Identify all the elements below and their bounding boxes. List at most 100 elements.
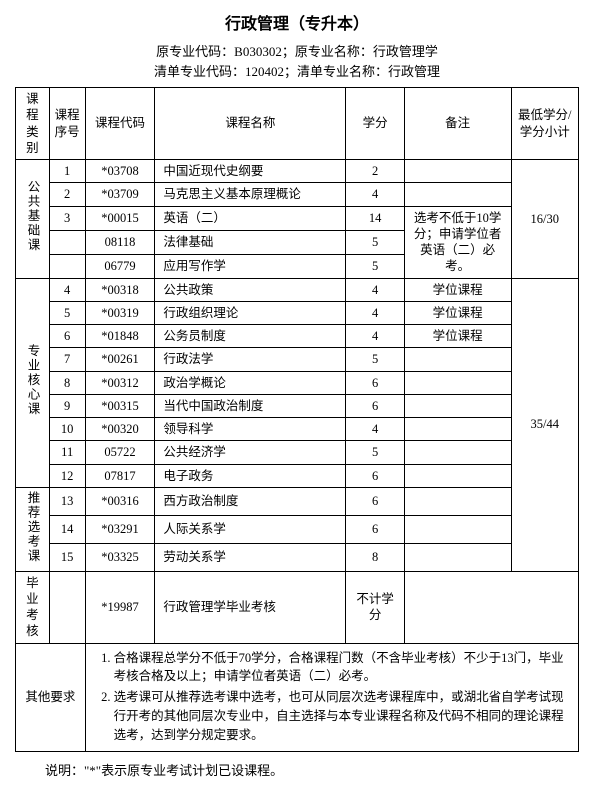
table-row: 10 *00320 领导科学 4: [16, 418, 579, 441]
seq-cell: 4: [49, 278, 85, 301]
name-cell: 行政法学: [155, 348, 346, 371]
seq-cell: 10: [49, 418, 85, 441]
header-category: 课程类别: [16, 88, 50, 160]
requirements-row: 其他要求 合格课程总学分不低于70学分，合格课程门数（不含毕业考核）不少于13门…: [16, 643, 579, 752]
table-row: 毕业考核 *19987 行政管理学毕业考核 不计学分: [16, 571, 579, 643]
name-cell: 西方政治制度: [155, 487, 346, 515]
header-name: 课程名称: [155, 88, 346, 160]
seq-cell: [49, 254, 85, 278]
subtitle-line1: 原专业代码：B030302；原专业名称：行政管理学: [156, 44, 438, 59]
table-row: 14 *03291 人际关系学 6: [16, 515, 579, 543]
note-cell: [404, 571, 578, 643]
category-cell: 推荐选考课: [16, 487, 50, 571]
note-cell: [404, 441, 511, 464]
name-cell: 人际关系学: [155, 515, 346, 543]
requirement-item: 合格课程总学分不低于70学分，合格课程门数（不含毕业考核）不少于13门，毕业考核…: [114, 649, 570, 687]
seq-cell: 8: [49, 371, 85, 394]
code-cell: *19987: [85, 571, 155, 643]
table-row: 推荐选考课 13 *00316 西方政治制度 6: [16, 487, 579, 515]
name-cell: 应用写作学: [155, 254, 346, 278]
name-cell: 当代中国政治制度: [155, 394, 346, 417]
header-code: 课程代码: [85, 88, 155, 160]
credit-cell: 4: [346, 278, 404, 301]
name-cell: 政治学概论: [155, 371, 346, 394]
code-cell: *00319: [85, 301, 155, 324]
credit-cell: 4: [346, 418, 404, 441]
credit-cell: 6: [346, 515, 404, 543]
credit-cell: 5: [346, 348, 404, 371]
credit-cell: 6: [346, 371, 404, 394]
header-row: 课程类别 课程序号 课程代码 课程名称 学分 备注 最低学分/学分小计: [16, 88, 579, 160]
header-min: 最低学分/学分小计: [511, 88, 578, 160]
subtitle-line2: 清单专业代码：120402；清单专业名称：行政管理: [154, 64, 440, 79]
name-cell: 公务员制度: [155, 325, 346, 348]
seq-cell: 12: [49, 464, 85, 487]
name-cell: 领导科学: [155, 418, 346, 441]
note-cell: [404, 160, 511, 183]
seq-cell: 6: [49, 325, 85, 348]
note-cell: [404, 487, 511, 515]
note-cell: [404, 464, 511, 487]
min-cell: 16/30: [511, 160, 578, 279]
name-cell: 公共经济学: [155, 441, 346, 464]
credit-cell: 8: [346, 543, 404, 571]
name-cell: 公共政策: [155, 278, 346, 301]
seq-cell: [49, 571, 85, 643]
credit-cell: 6: [346, 394, 404, 417]
name-cell: 行政管理学毕业考核: [155, 571, 346, 643]
note-cell: 选考不低于10学分；申请学位者英语（二）必考。: [404, 206, 511, 278]
code-cell: *00261: [85, 348, 155, 371]
note-cell: [404, 543, 511, 571]
table-row: 3 *00015 英语（二） 14 选考不低于10学分；申请学位者英语（二）必考…: [16, 206, 579, 230]
header-note: 备注: [404, 88, 511, 160]
subtitle: 原专业代码：B030302；原专业名称：行政管理学 清单专业代码：120402；…: [15, 42, 579, 81]
seq-cell: 3: [49, 206, 85, 230]
name-cell: 中国近现代史纲要: [155, 160, 346, 183]
code-cell: *03708: [85, 160, 155, 183]
table-row: 5 *00319 行政组织理论 4 学位课程: [16, 301, 579, 324]
code-cell: *00316: [85, 487, 155, 515]
seq-cell: 14: [49, 515, 85, 543]
table-row: 11 05722 公共经济学 5: [16, 441, 579, 464]
category-cell: 其他要求: [16, 643, 86, 752]
note-cell: [404, 394, 511, 417]
credit-cell: 2: [346, 160, 404, 183]
code-cell: *00315: [85, 394, 155, 417]
name-cell: 行政组织理论: [155, 301, 346, 324]
code-cell: *03291: [85, 515, 155, 543]
code-cell: 08118: [85, 230, 155, 254]
table-row: 2 *03709 马克思主义基本原理概论 4: [16, 183, 579, 206]
category-cell: 毕业考核: [16, 571, 50, 643]
table-row: 6 *01848 公务员制度 4 学位课程: [16, 325, 579, 348]
note-cell: [404, 183, 511, 206]
min-cell: 35/44: [511, 278, 578, 571]
credit-cell: 14: [346, 206, 404, 230]
code-cell: 07817: [85, 464, 155, 487]
seq-cell: 11: [49, 441, 85, 464]
credit-cell: 6: [346, 464, 404, 487]
table-row: 专业核心课 4 *00318 公共政策 4 学位课程 35/44: [16, 278, 579, 301]
code-cell: *03709: [85, 183, 155, 206]
note-cell: [404, 515, 511, 543]
credit-cell: 4: [346, 301, 404, 324]
note-cell: [404, 371, 511, 394]
header-credit: 学分: [346, 88, 404, 160]
table-row: 公共基础课 1 *03708 中国近现代史纲要 2 16/30: [16, 160, 579, 183]
seq-cell: 9: [49, 394, 85, 417]
note-cell: [404, 348, 511, 371]
name-cell: 英语（二）: [155, 206, 346, 230]
credit-cell: 6: [346, 487, 404, 515]
footnote: 说明："*"表示原专业考试计划已设课程。: [15, 760, 579, 779]
page-title: 行政管理（专升本）: [15, 10, 579, 34]
category-cell: 公共基础课: [16, 160, 50, 279]
credit-cell: 4: [346, 183, 404, 206]
code-cell: *00312: [85, 371, 155, 394]
table-row: 7 *00261 行政法学 5: [16, 348, 579, 371]
name-cell: 马克思主义基本原理概论: [155, 183, 346, 206]
header-seq: 课程序号: [49, 88, 85, 160]
table-row: 12 07817 电子政务 6: [16, 464, 579, 487]
code-cell: *01848: [85, 325, 155, 348]
name-cell: 法律基础: [155, 230, 346, 254]
seq-cell: 5: [49, 301, 85, 324]
credit-cell: 5: [346, 230, 404, 254]
